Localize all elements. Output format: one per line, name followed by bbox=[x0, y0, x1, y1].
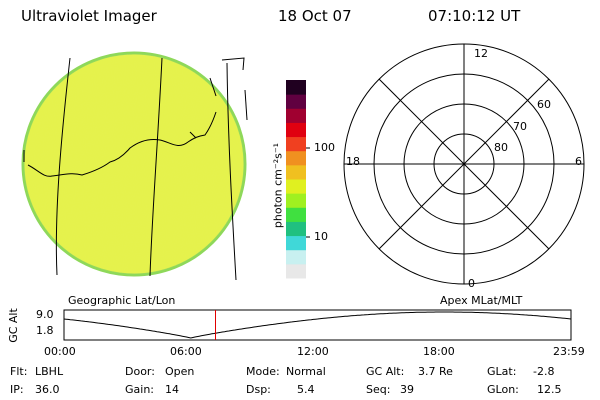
colorbar-unit-label: photon cm⁻²s⁻¹ bbox=[271, 142, 285, 229]
footer-label-door: Door: bbox=[125, 365, 155, 378]
geographic-grid-lines bbox=[23, 57, 248, 281]
altitude-strip-plot bbox=[63, 309, 572, 341]
colorbar-segment bbox=[286, 249, 306, 265]
colorbar-segment bbox=[286, 136, 306, 152]
instrument-title: Ultraviolet Imager bbox=[21, 7, 157, 25]
footer-value-dsp: 5.4 bbox=[297, 383, 315, 396]
colorbar-segment bbox=[286, 193, 306, 208]
footer-value-mode: Normal bbox=[286, 365, 326, 378]
time-tick-4: 23:59 bbox=[553, 345, 585, 358]
footer-label-mode: Mode: bbox=[246, 365, 280, 378]
colorbar-segment bbox=[286, 94, 306, 109]
mlt-label-top: 12 bbox=[474, 47, 488, 60]
colorbar-segment bbox=[286, 221, 306, 237]
footer-label-glat: GLat: bbox=[487, 365, 517, 378]
footer-value-door: Open bbox=[165, 365, 195, 378]
colorbar-segment bbox=[286, 263, 306, 279]
mlat-label-70: 70 bbox=[513, 120, 527, 133]
mlat-label-60: 60 bbox=[537, 98, 551, 111]
colorbar-segment bbox=[286, 207, 306, 222]
time-tick-2: 12:00 bbox=[297, 345, 329, 358]
colorbar-segment bbox=[286, 122, 306, 138]
time-label: 07:10:12 UT bbox=[428, 7, 521, 25]
footer-value-glon: 12.5 bbox=[537, 383, 562, 396]
colorbar-tick-10: 10 bbox=[314, 230, 328, 243]
colorbar bbox=[286, 80, 306, 279]
footer-label-glon: GLon: bbox=[487, 383, 519, 396]
colorbar-segment bbox=[286, 179, 306, 194]
mlt-label-left: 18 bbox=[346, 155, 360, 168]
alt-tick-high: 9.0 bbox=[36, 308, 54, 321]
footer-value-gain: 14 bbox=[165, 383, 179, 396]
alt-tick-low: 1.8 bbox=[36, 324, 54, 337]
colorbar-tick-100: 100 bbox=[314, 141, 335, 154]
footer-label-gain: Gain: bbox=[125, 383, 154, 396]
time-tick-0: 00:00 bbox=[44, 345, 76, 358]
geographic-disk bbox=[21, 51, 247, 277]
colorbar-segment bbox=[286, 80, 306, 95]
colorbar-segment bbox=[286, 108, 306, 123]
colorbar-ticks bbox=[306, 147, 310, 238]
time-tick-1: 06:00 bbox=[170, 345, 202, 358]
colorbar-segment bbox=[286, 150, 306, 166]
footer-label-flt: Flt: bbox=[10, 365, 28, 378]
mlt-label-bottom: 0 bbox=[468, 277, 475, 290]
footer-label-gcalt: GC Alt: bbox=[366, 365, 405, 378]
time-tick-3: 18:00 bbox=[423, 345, 455, 358]
footer-label-ip: IP: bbox=[10, 383, 24, 396]
date-label: 18 Oct 07 bbox=[278, 7, 352, 25]
apex-caption: Apex MLat/MLT bbox=[440, 294, 523, 307]
colorbar-segment bbox=[286, 164, 306, 180]
footer-value-seq: 39 bbox=[400, 383, 414, 396]
polar-grid bbox=[343, 43, 585, 285]
footer-label-dsp: Dsp: bbox=[246, 383, 271, 396]
geographic-caption: Geographic Lat/Lon bbox=[68, 294, 176, 307]
colorbar-segment bbox=[286, 235, 306, 251]
gc-alt-axis-label: GC Alt bbox=[6, 308, 20, 343]
footer-value-gcalt: 3.7 Re bbox=[418, 365, 453, 378]
footer-value-flt: LBHL bbox=[35, 365, 64, 378]
footer-label-seq: Seq: bbox=[366, 383, 391, 396]
mlat-label-80: 80 bbox=[494, 141, 508, 154]
footer-value-ip: 36.0 bbox=[35, 383, 60, 396]
footer-value-glat: -2.8 bbox=[533, 365, 555, 378]
mlt-label-right: 6 bbox=[575, 155, 582, 168]
